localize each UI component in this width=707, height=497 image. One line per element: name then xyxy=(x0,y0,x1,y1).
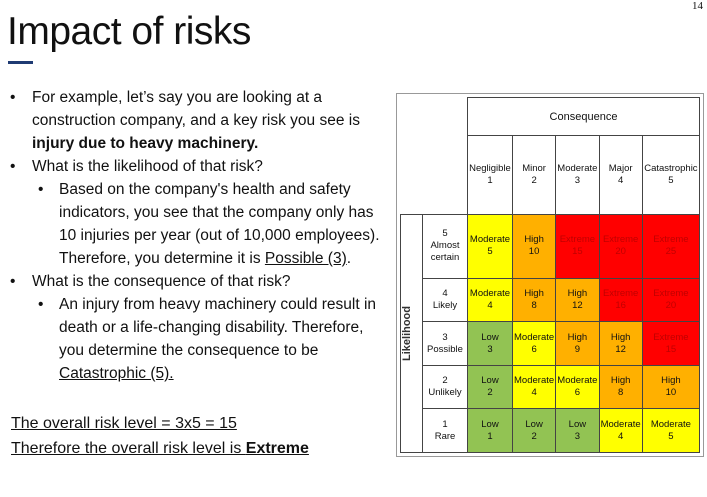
matrix-row: 3 Possible Low 3 Moderate 6 High 9 High 12 Extreme… xyxy=(401,321,701,366)
text: . xyxy=(346,250,352,267)
matrix-row: 4 Likely Moderate 4 High 8 High 12 Extreme 16 Extr… xyxy=(401,277,701,323)
matrix-row: 2 Unlikely Low 2 Moderate 4 Moderate 6 High 8 High… xyxy=(401,364,701,410)
row-header: 4 Likely xyxy=(422,277,468,323)
likelihood-header: Likelihood xyxy=(400,213,423,454)
risk-cell: Extreme 25 xyxy=(641,213,701,279)
risk-matrix: Consequence Negligible 1 Minor 2 Moderate 3 Ma… xyxy=(396,93,704,457)
bold-text: injury due to heavy machinery. xyxy=(32,135,259,152)
conclusion: The overall risk level = 3x5 = 15 Theref… xyxy=(11,411,309,461)
page-number: 14 xyxy=(692,0,703,12)
column-header: Moderate 3 xyxy=(555,135,600,215)
underlined-text: Catastrophic (5). xyxy=(59,365,174,382)
conclusion-line-2: Therefore the overall risk level is Extr… xyxy=(11,436,309,461)
risk-cell: Extreme 15 xyxy=(641,321,701,366)
column-header: Major 4 xyxy=(598,135,643,215)
risk-cell: Extreme 16 xyxy=(598,277,643,323)
bullet-list: For example, let’s say you are looking a… xyxy=(8,86,388,385)
text: Based on the company's health and safety… xyxy=(59,181,380,267)
row-header: 2 Unlikely xyxy=(422,364,468,410)
risk-cell: Extreme 20 xyxy=(598,213,643,279)
risk-cell: Low 3 xyxy=(555,408,600,453)
risk-cell: High 8 xyxy=(511,277,557,323)
risk-cell: Moderate 5 xyxy=(641,408,701,453)
risk-cell: Extreme 20 xyxy=(641,277,701,323)
risk-cell: Low 2 xyxy=(467,364,513,410)
underlined-text: Possible (3) xyxy=(264,250,347,267)
slide-title: Impact of risks xyxy=(7,10,251,53)
bullet-consequence-question: What is the consequence of that risk? xyxy=(8,270,388,293)
column-header: Minor 2 xyxy=(511,135,557,215)
risk-cell: Moderate 4 xyxy=(598,408,643,453)
row-header: 5 Almost certain xyxy=(422,213,468,279)
risk-cell: Low 3 xyxy=(467,321,513,366)
risk-cell: Extreme 15 xyxy=(555,213,600,279)
consequence-header: Consequence xyxy=(467,96,700,137)
bold-text: Extreme xyxy=(245,440,309,457)
text: For example, let’s say you are looking a… xyxy=(32,89,360,129)
risk-matrix-table: Consequence Negligible 1 Minor 2 Moderate 3 Ma… xyxy=(400,96,701,454)
title-underline xyxy=(8,61,33,64)
sub-bullet-likelihood: Based on the company's health and safety… xyxy=(8,178,388,270)
risk-cell: High 8 xyxy=(598,364,643,410)
risk-cell: High 9 xyxy=(555,321,600,366)
risk-cell: High 10 xyxy=(641,364,701,410)
risk-cell: High 12 xyxy=(598,321,643,366)
text: An injury from heavy machinery could res… xyxy=(59,296,377,359)
column-header: Negligible 1 xyxy=(467,135,513,215)
sub-bullet-consequence: An injury from heavy machinery could res… xyxy=(8,293,388,385)
matrix-row: Likelihood 5 Almost certain Moderate 5 High 10… xyxy=(400,213,701,454)
row-header: 3 Possible xyxy=(422,321,468,366)
risk-cell: High 12 xyxy=(555,277,600,323)
column-header: Catastrophic 5 xyxy=(641,135,701,215)
risk-cell: Moderate 5 xyxy=(467,213,513,279)
bullet-example: For example, let’s say you are looking a… xyxy=(8,86,388,155)
risk-cell: Moderate 4 xyxy=(467,277,513,323)
risk-cell: Low 2 xyxy=(511,408,557,453)
conclusion-line-1: The overall risk level = 3x5 = 15 xyxy=(11,415,237,432)
risk-cell: Low 1 xyxy=(467,408,513,453)
text: Therefore the overall risk level is xyxy=(11,440,246,457)
risk-cell: High 10 xyxy=(511,213,557,279)
risk-cell: Moderate 6 xyxy=(555,364,600,410)
corner xyxy=(400,97,468,215)
row-header: 1 Rare xyxy=(422,408,468,453)
risk-cell: Moderate 6 xyxy=(511,321,557,366)
bullet-likelihood-question: What is the likelihood of that risk? xyxy=(8,155,388,178)
risk-cell: Moderate 4 xyxy=(511,364,557,410)
matrix-row: 1 Rare Low 1 Low 2 Low 3 Moderate 4 Moderate 5 xyxy=(401,408,701,453)
